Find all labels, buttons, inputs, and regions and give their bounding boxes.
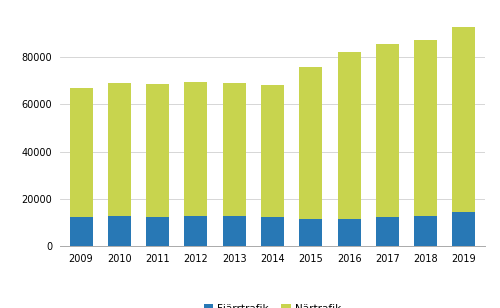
Bar — [146, 217, 169, 246]
Bar — [452, 212, 475, 246]
Bar — [184, 216, 208, 246]
Bar — [300, 67, 322, 219]
Bar — [184, 82, 208, 216]
Bar — [452, 26, 475, 212]
Bar — [222, 216, 246, 246]
Bar — [70, 87, 92, 217]
Bar — [146, 84, 169, 217]
Bar — [414, 216, 437, 246]
Bar — [300, 219, 322, 246]
Bar — [376, 217, 399, 246]
Bar — [376, 44, 399, 217]
Bar — [70, 217, 92, 246]
Bar — [108, 216, 131, 246]
Legend: Fjärrtrafik, Närtrafik: Fjärrtrafik, Närtrafik — [204, 304, 341, 308]
Bar — [338, 219, 360, 246]
Bar — [338, 52, 360, 219]
Bar — [108, 83, 131, 216]
Bar — [261, 217, 284, 246]
Bar — [414, 40, 437, 216]
Bar — [222, 83, 246, 216]
Bar — [261, 85, 284, 217]
